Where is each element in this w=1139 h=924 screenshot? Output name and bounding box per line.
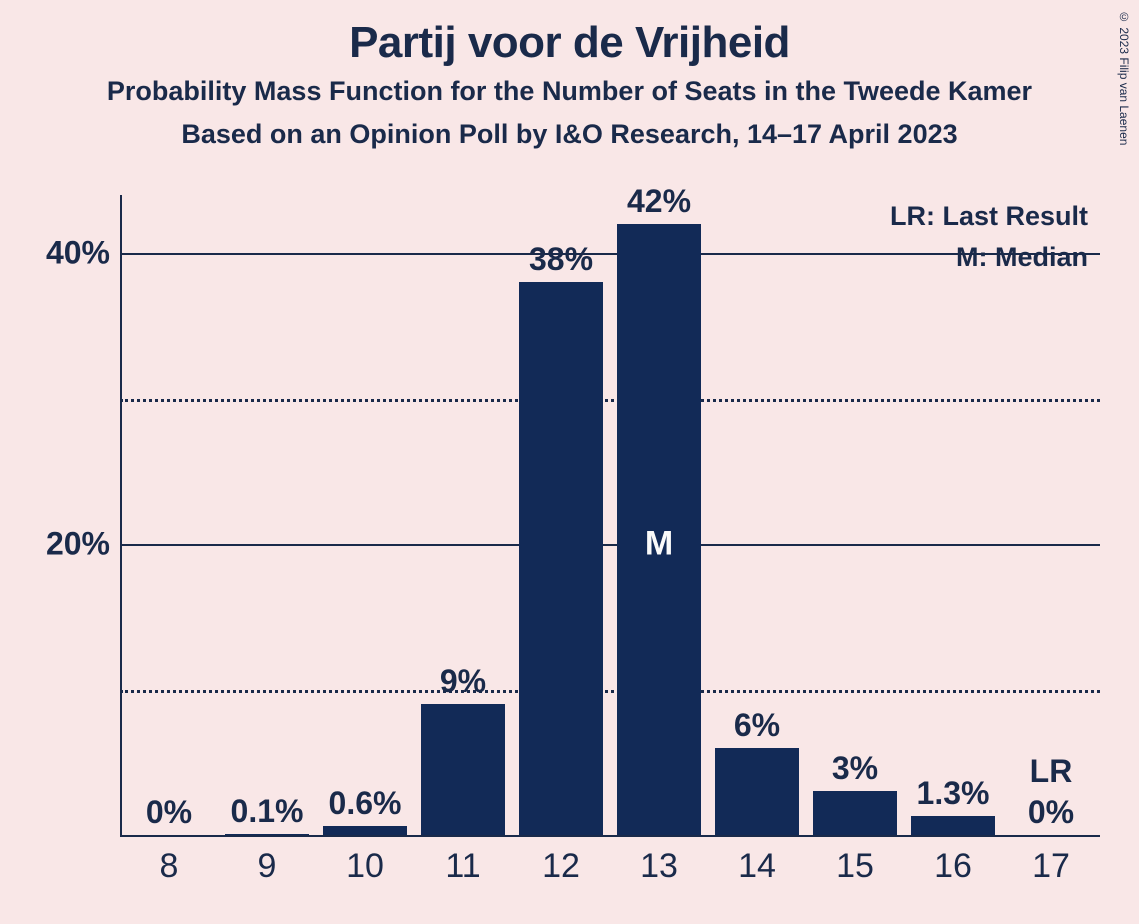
bar-value-label: 0.1% <box>218 793 316 830</box>
legend-lr: LR: Last Result <box>890 201 1088 232</box>
x-tick-label: 17 <box>1002 847 1100 886</box>
gridline-minor <box>120 690 1100 693</box>
chart-subtitle-1: Probability Mass Function for the Number… <box>0 76 1139 107</box>
y-axis <box>120 195 122 835</box>
gridline-major <box>120 253 1100 255</box>
chart-subtitle-2: Based on an Opinion Poll by I&O Research… <box>0 119 1139 150</box>
y-tick-label: 40% <box>30 235 110 272</box>
bar-value-label: 0% <box>120 794 218 831</box>
x-tick-label: 16 <box>904 847 1002 886</box>
bar <box>911 816 995 835</box>
plot-area: LR: Last Result M: Median <box>120 195 1100 835</box>
bar-value-label: 38% <box>512 241 610 278</box>
x-tick-label: 11 <box>414 847 512 886</box>
y-tick-label: 20% <box>30 526 110 563</box>
x-tick-label: 13 <box>610 847 708 886</box>
bar <box>813 791 897 835</box>
legend: LR: Last Result M: Median <box>890 201 1088 273</box>
bar <box>323 826 407 835</box>
bar-value-label: 6% <box>708 707 806 744</box>
bar <box>519 282 603 835</box>
bar <box>421 704 505 835</box>
bar-value-label: 1.3% <box>904 775 1002 812</box>
last-result-marker: LR <box>1030 753 1073 790</box>
title-block: Partij voor de Vrijheid Probability Mass… <box>0 0 1139 150</box>
chart-area: LR: Last Result M: Median 20% 40% 0% 80.1% 9… <box>30 195 1110 895</box>
x-tick-label: 15 <box>806 847 904 886</box>
x-axis <box>120 835 1100 837</box>
x-tick-label: 9 <box>218 847 316 886</box>
copyright-text: © 2023 Filip van Laenen <box>1117 10 1131 145</box>
x-tick-label: 8 <box>120 847 218 886</box>
x-tick-label: 12 <box>512 847 610 886</box>
legend-m: M: Median <box>890 242 1088 273</box>
x-tick-label: 10 <box>316 847 414 886</box>
median-marker: M <box>645 525 673 564</box>
bar <box>225 834 309 835</box>
bar-value-label: 0.6% <box>316 785 414 822</box>
x-tick-label: 14 <box>708 847 806 886</box>
bar-value-label: 42% <box>610 183 708 220</box>
bar-value-label: 0% <box>1002 794 1100 831</box>
gridline-minor <box>120 399 1100 402</box>
bar <box>715 748 799 835</box>
bar-value-label: 9% <box>414 663 512 700</box>
chart-title: Partij voor de Vrijheid <box>0 18 1139 68</box>
gridline-major <box>120 544 1100 546</box>
bar-value-label: 3% <box>806 750 904 787</box>
